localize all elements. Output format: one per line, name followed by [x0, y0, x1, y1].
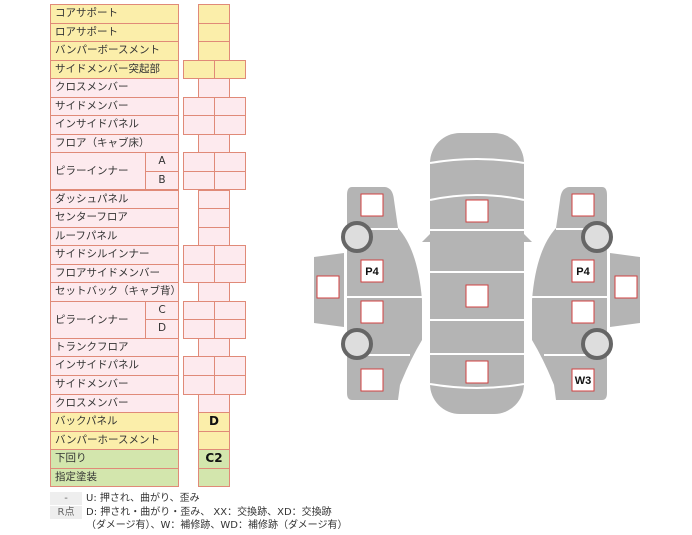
- row-value-cell-right[interactable]: [214, 375, 246, 395]
- row-value-cell-right[interactable]: [214, 59, 246, 80]
- row-label: インサイドパネル: [50, 115, 179, 135]
- row-label: フロア（キャブ床）: [50, 133, 179, 154]
- mark-center-roof[interactable]: [465, 284, 489, 308]
- car-mirror-right: [524, 234, 532, 242]
- mark-center-trunk[interactable]: [465, 360, 489, 384]
- mark-left-front[interactable]: [360, 193, 384, 217]
- row-label: サイドメンバー: [50, 96, 179, 117]
- legend-key-dash: -: [50, 492, 82, 505]
- legend-key-r: R点: [50, 506, 82, 519]
- wheel-icon: [341, 221, 373, 253]
- mark-right-front[interactable]: [571, 193, 595, 217]
- row-value-cell-right[interactable]: [214, 263, 246, 284]
- car-side-left: [347, 187, 422, 400]
- mark-left-rear-door[interactable]: [360, 300, 384, 324]
- mark-center-hood[interactable]: [465, 199, 489, 223]
- row-label: ピラーインナー: [50, 300, 146, 339]
- row-label: バックパネル: [50, 412, 179, 432]
- row-value-cell-right[interactable]: [214, 319, 246, 339]
- car-body-center: [430, 133, 524, 414]
- mark-value: W3: [575, 375, 592, 387]
- legend-text-u: U: 押され、曲がり、歪み: [86, 493, 200, 504]
- mark-left-front-door[interactable]: [360, 259, 384, 283]
- row-value-cell-right[interactable]: [214, 115, 246, 135]
- legend-text-d: D: 押され・曲がり・歪み、 XX：交換跡、XD：交換跡: [86, 507, 332, 518]
- mark-left-door-panel[interactable]: [316, 275, 340, 299]
- mark-right-rear[interactable]: [571, 368, 595, 392]
- mark-right-door-panel[interactable]: [614, 275, 638, 299]
- mark-value: P4: [365, 266, 379, 278]
- row-label: サイドメンバー突起部: [50, 59, 179, 80]
- row-label: センターフロア: [50, 208, 179, 228]
- row-label: クロスメンバー: [50, 78, 179, 98]
- car-side-right: [532, 187, 607, 400]
- row-label: フロアサイドメンバー: [50, 263, 179, 284]
- row-label: バンパーホースメント: [50, 430, 179, 451]
- row-sublabel: C: [145, 300, 179, 321]
- row-sublabel: A: [145, 152, 179, 172]
- row-value-cell-right[interactable]: [214, 170, 246, 191]
- mark-right-rear-door[interactable]: [571, 300, 595, 324]
- wheel-icon: [341, 328, 373, 360]
- row-value-cell[interactable]: C2: [198, 449, 230, 469]
- mark-right-front-door[interactable]: [571, 259, 595, 283]
- row-label: 指定塗装: [50, 467, 179, 488]
- row-label: ピラーインナー: [50, 152, 146, 191]
- wheel-icon: [581, 221, 613, 253]
- legend-text-d2: （ダメージ有）、W：補修跡、WD：補修跡（ダメージ有）: [86, 520, 348, 531]
- mark-value: P4: [576, 266, 590, 278]
- wheel-icon: [581, 328, 613, 360]
- row-value-cell[interactable]: [198, 467, 230, 488]
- row-label: サイドシルインナー: [50, 245, 179, 265]
- car-mirror-left: [422, 234, 430, 242]
- mark-left-rear[interactable]: [360, 368, 384, 392]
- row-label: クロスメンバー: [50, 393, 179, 414]
- row-label: 下回り: [50, 449, 179, 469]
- row-label: バンパーボースメント: [50, 41, 179, 61]
